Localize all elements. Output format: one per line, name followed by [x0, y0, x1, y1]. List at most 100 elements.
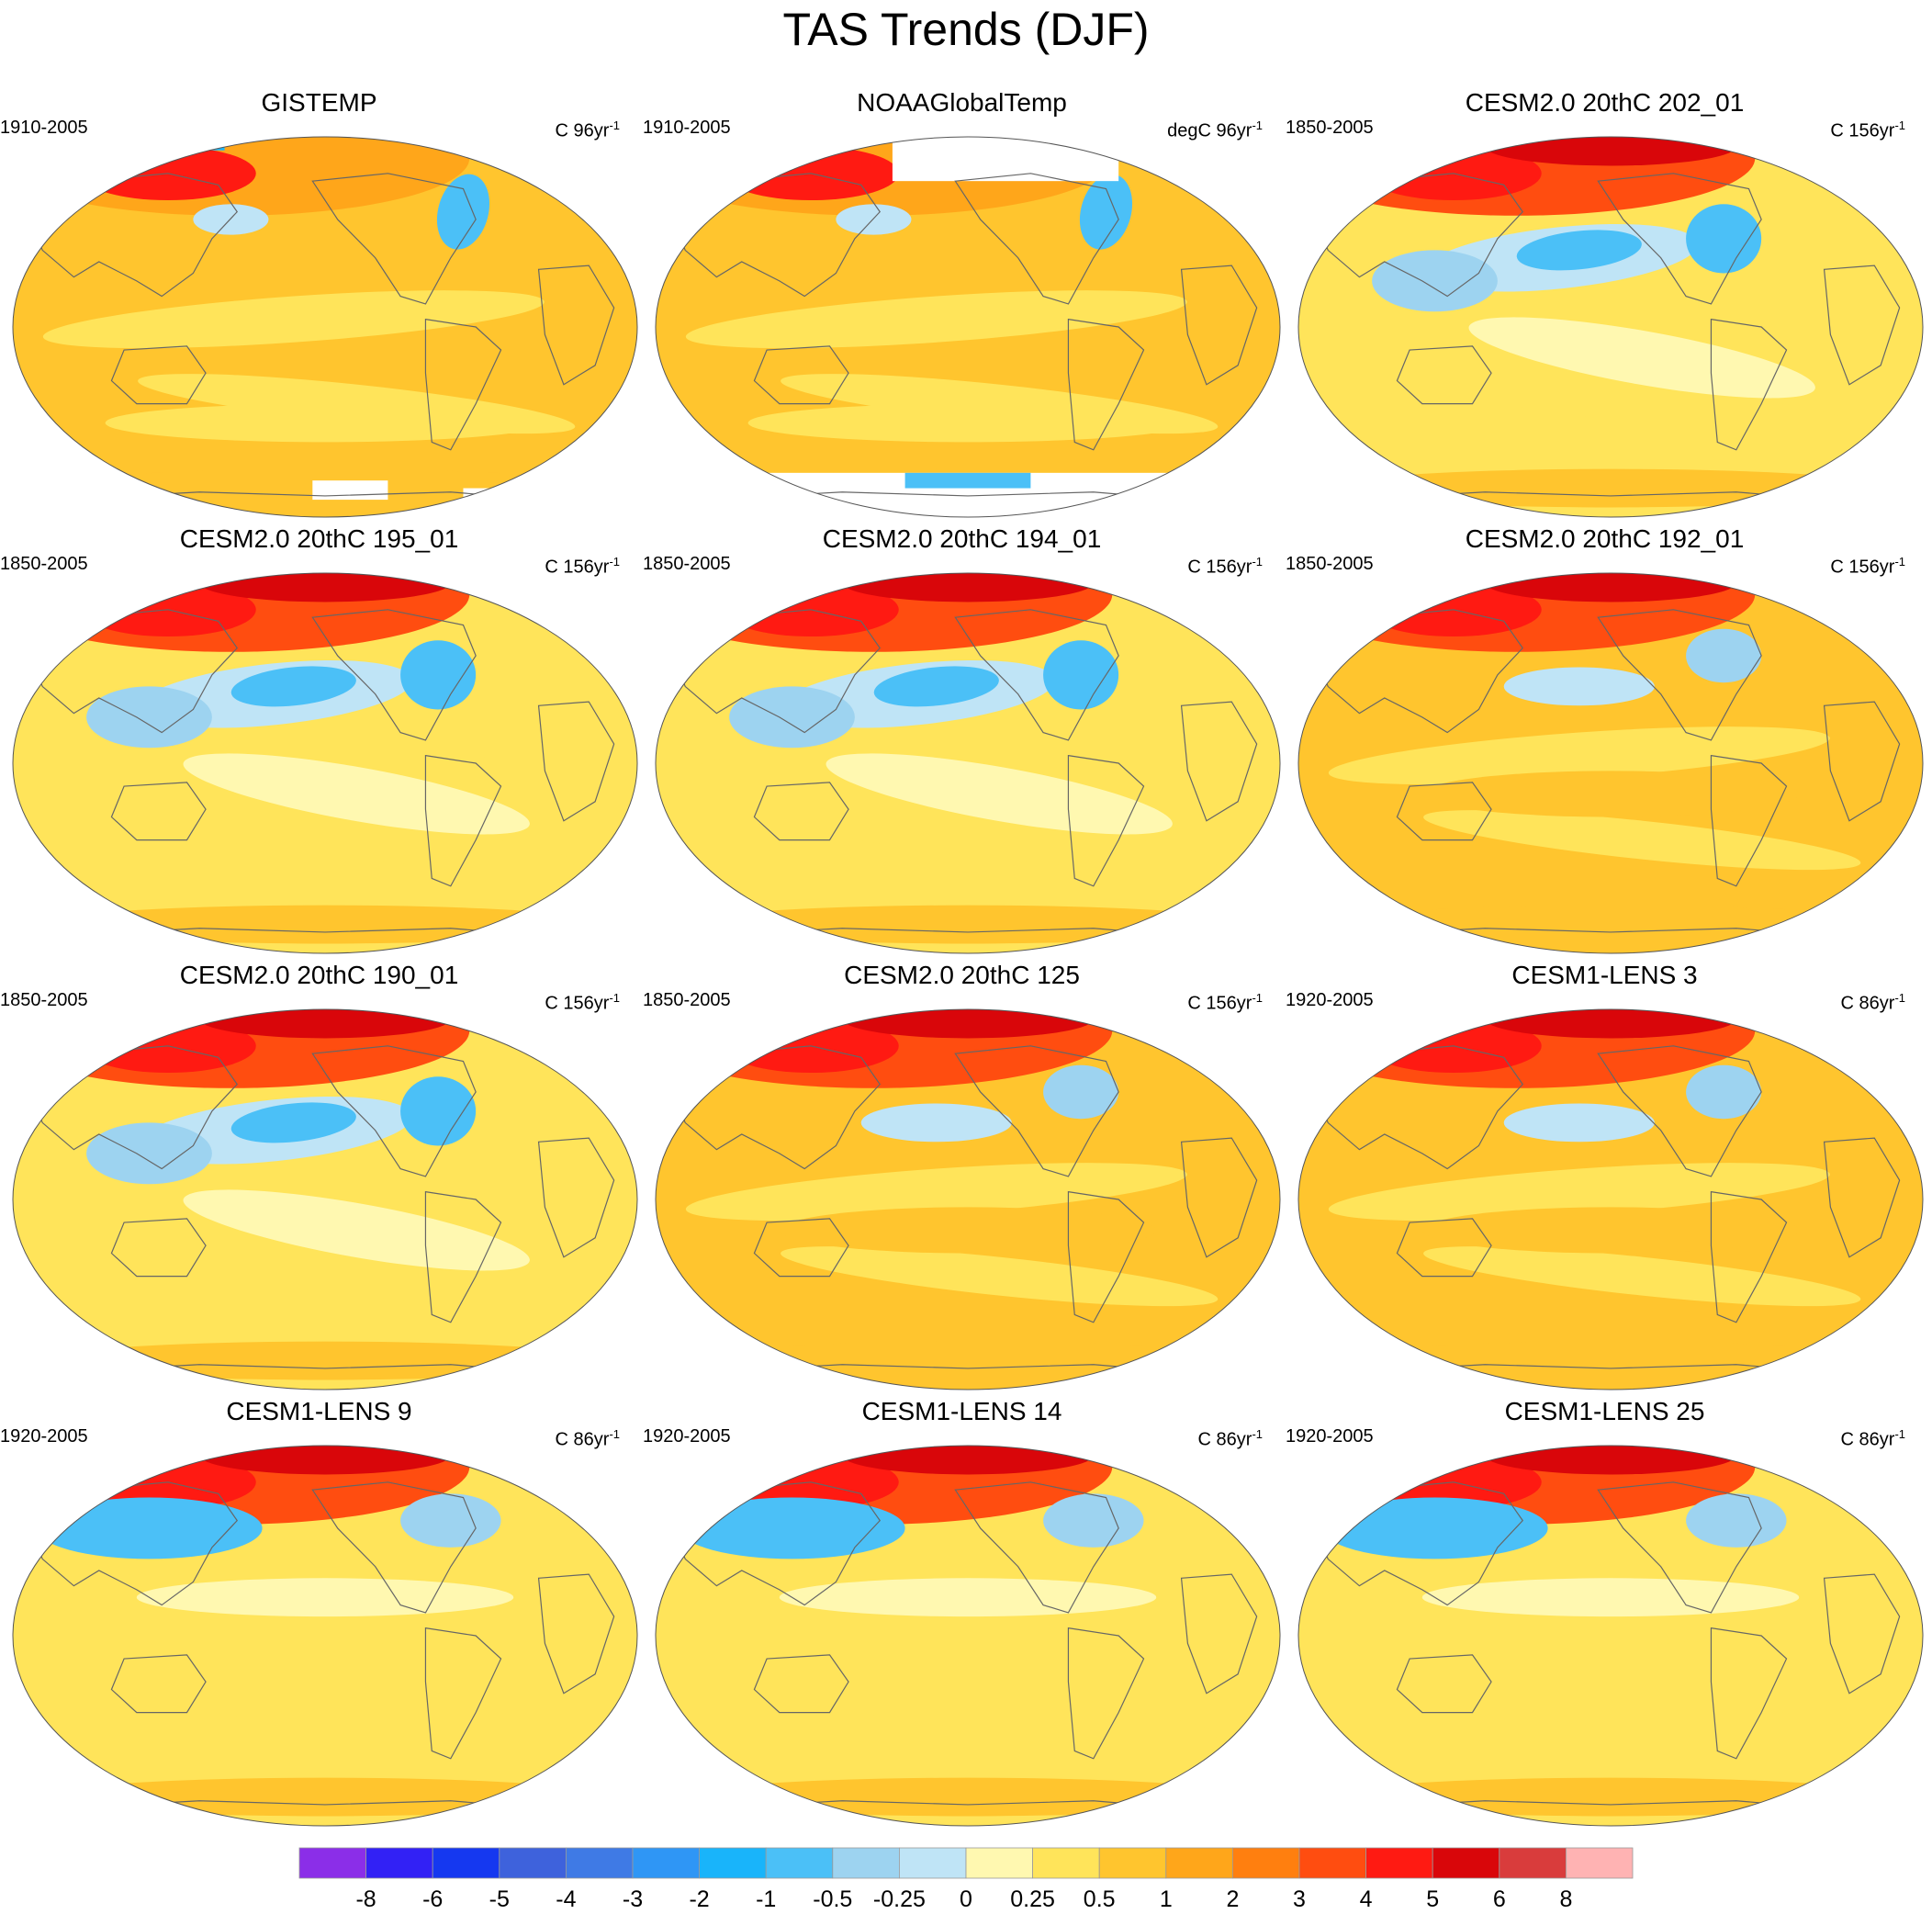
- panel-title: CESM2.0 20thC 125: [844, 961, 1080, 989]
- pacific-pale-band: [136, 1578, 514, 1617]
- map-globe: [655, 1008, 1281, 1390]
- north-america-cooling: [1686, 204, 1762, 274]
- north-america-coastline: [954, 173, 1119, 305]
- map-globe: [12, 136, 638, 518]
- pacific-pale-band: [1421, 1578, 1800, 1617]
- antarctic-cooling-patch: [904, 472, 1031, 489]
- australia-coastline: [753, 782, 849, 841]
- colorbar-tick-label: 0.25: [1010, 1886, 1055, 1912]
- eurasia-cooling: [36, 1497, 263, 1559]
- map-border: [1297, 572, 1924, 954]
- north-america-coastline: [311, 1045, 477, 1177]
- southern-ocean-band: [42, 905, 608, 944]
- south-america-coastline: [1067, 1627, 1145, 1760]
- panel-period: 1850-2005: [643, 554, 731, 574]
- map-border: [655, 1008, 1281, 1390]
- map-panel: CESM2.0 20thC 194_01 1850-2005 C 156yr-1: [643, 524, 1281, 955]
- southern-band: [781, 1246, 1219, 1307]
- map-border: [1297, 136, 1924, 518]
- south-america-coastline: [1067, 754, 1145, 887]
- africa-coastline: [537, 265, 615, 386]
- tropical-band: [42, 726, 545, 785]
- eurasia-coastline: [665, 609, 882, 734]
- eurasia-coastline: [1308, 1045, 1524, 1170]
- africa-coastline: [1180, 701, 1258, 822]
- pacific-warm-band: [1421, 771, 1800, 817]
- map-border: [655, 136, 1281, 518]
- colorbar-tick-label: -8: [355, 1886, 376, 1912]
- eurasia-coastline: [665, 173, 882, 298]
- north-pacific-cooling-core: [230, 666, 356, 707]
- colorbar-bin: [965, 1847, 1033, 1879]
- map-panel: CESM1-LENS 14 1920-2005 C 86yr-1: [643, 1396, 1281, 1828]
- map-border: [12, 572, 638, 954]
- eurasia-coastline: [1308, 609, 1524, 734]
- map-border: [1297, 1445, 1924, 1827]
- tropical-pale-band: [183, 1189, 530, 1271]
- colorbar-tick-label: -1: [756, 1886, 777, 1912]
- panel-title: CESM1-LENS 14: [861, 1397, 1062, 1425]
- southern-band: [781, 1683, 1219, 1743]
- north-america-cooling: [1686, 1493, 1787, 1548]
- colorbar-tick-label: 1: [1159, 1886, 1173, 1912]
- map-panel: CESM2.0 20thC 125 1850-2005 C 156yr-1: [643, 960, 1281, 1391]
- southern-ocean-band: [685, 1777, 1251, 1817]
- africa-coastline: [1823, 265, 1901, 386]
- tropical-band: [685, 726, 1187, 785]
- southern-ocean-band: [685, 1341, 1251, 1380]
- colorbar-tick-label: 8: [1559, 1886, 1573, 1912]
- north-america-coastline: [1597, 1045, 1762, 1177]
- eurasia-cooling: [1321, 1497, 1548, 1559]
- north-america-coastline: [954, 609, 1119, 741]
- australia-coastline: [110, 782, 207, 841]
- map-panel: GISTEMP 1910-2005 C 96yr-1: [0, 87, 638, 519]
- australia-coastline: [110, 1654, 207, 1714]
- colorbar: [298, 1847, 1634, 1879]
- colorbar-tick-label: -3: [622, 1886, 644, 1912]
- southern-ocean-band: [685, 905, 1251, 944]
- australia-coastline: [753, 1654, 849, 1714]
- asia-cooling: [86, 1122, 212, 1185]
- southern-band: [1423, 1246, 1861, 1307]
- colorbar-bin: [1232, 1847, 1300, 1879]
- africa-coastline: [1180, 265, 1258, 386]
- australia-coastline: [110, 345, 207, 405]
- pacific-pale-band: [779, 1578, 1157, 1617]
- south-america-coastline: [424, 1190, 502, 1323]
- panel-period: 1920-2005: [643, 1426, 731, 1447]
- colorbar-bin: [365, 1847, 433, 1879]
- north-america-cooling: [400, 1076, 477, 1146]
- eurasia-cooling: [679, 1497, 905, 1559]
- south-america-coastline: [424, 754, 502, 887]
- panel-period: 1850-2005: [0, 554, 88, 574]
- panel-period: 1920-2005: [1286, 1426, 1374, 1447]
- map-globe: [655, 136, 1281, 518]
- panel-period: 1850-2005: [1286, 554, 1374, 574]
- colorbar-bin: [1032, 1847, 1100, 1879]
- north-america-coastline: [1597, 173, 1762, 305]
- north-america-coastline: [311, 609, 477, 741]
- map-border: [655, 1445, 1281, 1827]
- map-border: [12, 136, 638, 518]
- southern-ocean-band: [1328, 1777, 1893, 1817]
- colorbar-bin: [832, 1847, 900, 1879]
- north-america-coastline: [311, 173, 477, 305]
- north-atlantic-cooling: [436, 174, 490, 250]
- north-pacific-cooling: [193, 204, 269, 235]
- africa-coastline: [537, 1137, 615, 1258]
- colorbar-tick-label: 4: [1359, 1886, 1373, 1912]
- south-america-coastline: [1710, 1190, 1788, 1323]
- north-pacific-cooling: [1503, 667, 1655, 706]
- southern-ocean-band: [1328, 1341, 1893, 1380]
- north-america-cooling: [1686, 1064, 1762, 1120]
- panel-units: degC 96yr-1: [1167, 118, 1263, 141]
- south-pacific-band: [105, 403, 545, 443]
- map-panel: CESM2.0 20thC 202_01 1850-2005 C 156yr-1: [1286, 87, 1924, 519]
- tropical-band: [1328, 290, 1830, 349]
- north-pacific-cooling-core: [1516, 230, 1642, 271]
- southern-band: [138, 810, 576, 871]
- colorbar-bin: [765, 1847, 834, 1879]
- colorbar-tick-label: 3: [1293, 1886, 1306, 1912]
- north-america-cooling: [1043, 1493, 1144, 1548]
- australia-coastline: [753, 345, 849, 405]
